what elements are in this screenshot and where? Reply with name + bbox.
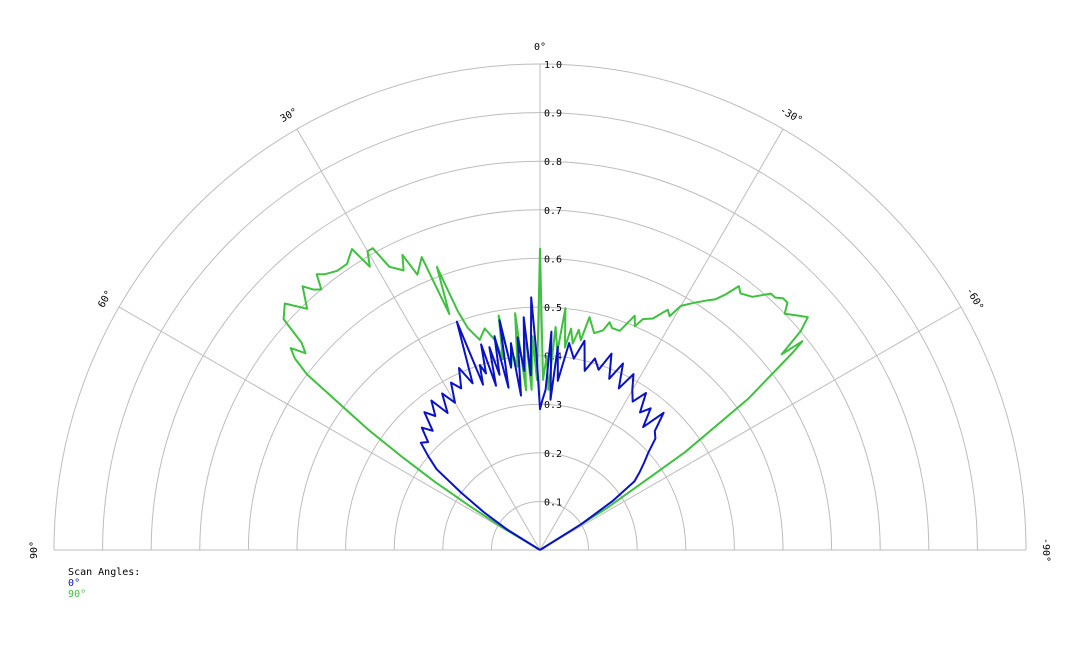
series-line-90deg <box>282 247 809 551</box>
r-tick-label: 0.8 <box>544 157 562 168</box>
r-tick-label: 0.3 <box>544 400 562 411</box>
angle-label: -90° <box>1040 538 1051 562</box>
grid-spoke <box>539 128 784 551</box>
r-tick-label: 0.7 <box>544 206 562 217</box>
r-tick-label: 0.2 <box>544 449 562 460</box>
r-tick-label: 0.5 <box>544 303 562 314</box>
angle-label: 90° <box>29 541 40 559</box>
legend-title: Scan Angles: <box>68 567 141 578</box>
r-tick-label: 0.9 <box>544 109 562 120</box>
series-line-0deg <box>419 296 665 551</box>
grid-spoke <box>539 306 962 551</box>
legend: Scan Angles: 0° 90° <box>56 556 146 600</box>
series-layer <box>282 247 809 551</box>
legend-item-90deg: 90° <box>68 589 87 600</box>
legend-item-0deg: 0° <box>68 578 81 589</box>
radial-tick-labels: 0.10.20.30.40.50.60.70.80.91.0 <box>544 60 562 508</box>
grid-spoke <box>118 306 541 551</box>
r-tick-label: 0.6 <box>544 254 562 265</box>
polar-grid <box>53 63 1027 551</box>
grid-spoke <box>296 128 541 551</box>
angle-label: -30° <box>778 105 804 127</box>
r-tick-label: 1.0 <box>544 60 562 71</box>
angle-label: 0° <box>534 42 546 53</box>
angle-label: 30° <box>279 106 300 125</box>
angle-label: 60° <box>96 289 115 310</box>
r-tick-label: 0.1 <box>544 497 562 508</box>
angle-label: -60° <box>964 286 986 312</box>
